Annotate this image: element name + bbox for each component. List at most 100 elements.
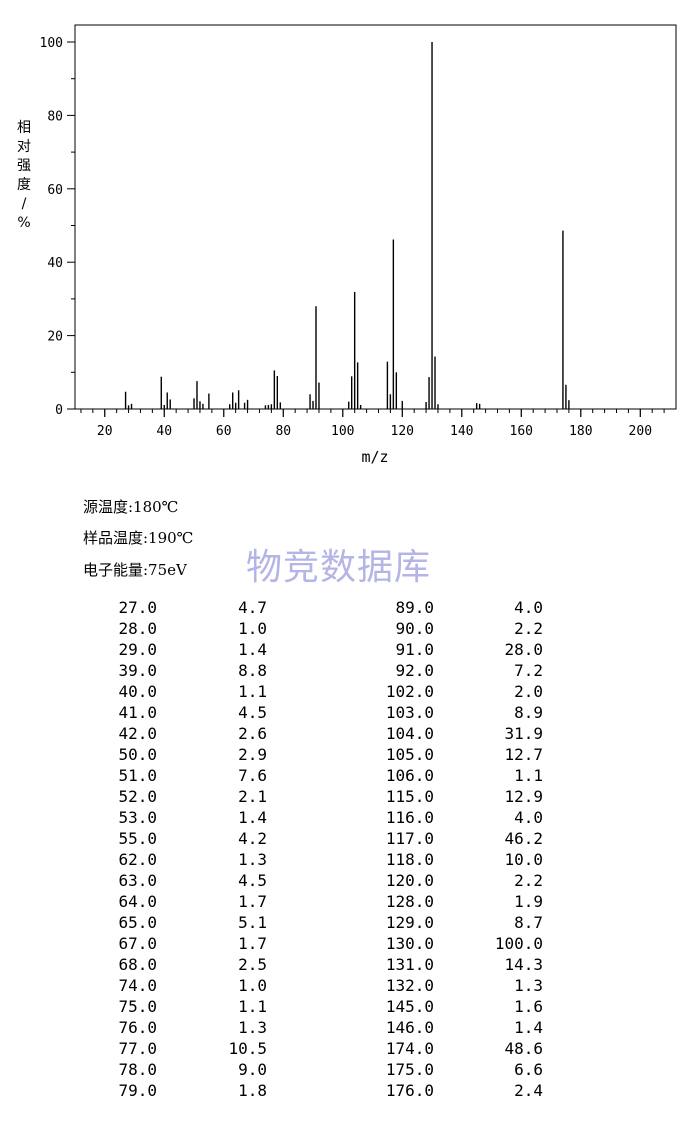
x-axis-label: m/z	[361, 448, 388, 466]
intensity-cell: 8.9	[514, 703, 543, 722]
intensity-cell: 1.9	[514, 892, 543, 911]
mz-cell: 28.0	[118, 619, 157, 638]
intensity-cell: 2.1	[238, 787, 267, 806]
mz-cell: 175.0	[385, 1060, 434, 1079]
mz-cell: 55.0	[118, 829, 157, 848]
intensity-cell: 1.3	[238, 850, 267, 869]
intensity-cell: 1.4	[238, 640, 267, 659]
mz-cell: 131.0	[385, 955, 434, 974]
table-row: 52.0 2.1 115.0 12.9	[100, 786, 543, 807]
mz-cell: 91.0	[395, 640, 434, 659]
table-row: 28.0 1.0 90.0 2.2	[100, 618, 543, 639]
mz-cell: 29.0	[118, 640, 157, 659]
mz-cell: 65.0	[118, 913, 157, 932]
intensity-cell: 1.4	[514, 1018, 543, 1037]
intensity-cell: 1.7	[238, 934, 267, 953]
intensity-cell: 2.6	[238, 724, 267, 743]
table-row: 76.0 1.3 146.0 1.4	[100, 1017, 543, 1038]
intensity-cell: 7.2	[514, 661, 543, 680]
intensity-cell: 1.1	[514, 766, 543, 785]
mz-cell: 90.0	[395, 619, 434, 638]
table-row: 67.0 1.7 130.0 100.0	[100, 933, 543, 954]
mz-cell: 39.0	[118, 661, 157, 680]
mz-cell: 68.0	[118, 955, 157, 974]
watermark: 物竞数据库	[246, 547, 432, 588]
source-temperature: 源温度:180℃	[83, 498, 179, 516]
mz-cell: 89.0	[395, 598, 434, 617]
intensity-cell: 6.6	[514, 1060, 543, 1079]
intensity-cell: 9.0	[238, 1060, 267, 1079]
table-row: 55.0 4.2 117.0 46.2	[100, 828, 543, 849]
y-axis-ticks: 0 20 40 60 80 100	[40, 36, 75, 418]
intensity-cell: 1.6	[514, 997, 543, 1016]
mz-cell: 67.0	[118, 934, 157, 953]
mz-cell: 92.0	[395, 661, 434, 680]
intensity-cell: 2.0	[514, 682, 543, 701]
mz-cell: 42.0	[118, 724, 157, 743]
mz-cell: 117.0	[385, 829, 434, 848]
table-row: 75.0 1.1 145.0 1.6	[100, 996, 543, 1017]
table-row: 77.0 10.5 174.0 48.6	[100, 1038, 543, 1059]
mz-cell: 105.0	[385, 745, 434, 764]
table-row: 62.0 1.3 118.0 10.0	[100, 849, 543, 870]
table-row: 39.0 8.8 92.0 7.2	[100, 660, 543, 681]
peak-table: 27.0 4.7 89.0 4.0 28.0 1.0 90.0 2.2 29.0 1.4 91.0 2…	[100, 597, 543, 1101]
table-row: 41.0 4.5 103.0 8.9	[100, 702, 543, 723]
mz-cell: 27.0	[118, 598, 157, 617]
x-tick-label: 40	[156, 424, 172, 439]
table-row: 42.0 2.6 104.0 31.9	[100, 723, 543, 744]
y-axis-label: 相对强度/%	[17, 120, 31, 231]
intensity-cell: 2.2	[514, 871, 543, 890]
mz-cell: 174.0	[385, 1039, 434, 1058]
intensity-cell: 4.5	[238, 703, 267, 722]
x-tick-label: 100	[331, 424, 354, 439]
sample-temperature: 样品温度:190℃	[83, 529, 194, 547]
mz-cell: 116.0	[385, 808, 434, 827]
mz-cell: 51.0	[118, 766, 157, 785]
intensity-cell: 1.7	[238, 892, 267, 911]
x-tick-label: 20	[97, 424, 113, 439]
mz-cell: 53.0	[118, 808, 157, 827]
table-row: 74.0 1.0 132.0 1.3	[100, 975, 543, 996]
intensity-cell: 8.8	[238, 661, 267, 680]
y-tick-label: 60	[47, 183, 63, 198]
mz-cell: 145.0	[385, 997, 434, 1016]
mz-cell: 77.0	[118, 1039, 157, 1058]
intensity-cell: 5.1	[238, 913, 267, 932]
spectrum-peaks	[124, 42, 570, 409]
mz-cell: 128.0	[385, 892, 434, 911]
table-row: 68.0 2.5 131.0 14.3	[100, 954, 543, 975]
intensity-cell: 12.7	[504, 745, 543, 764]
table-row: 64.0 1.7 128.0 1.9	[100, 891, 543, 912]
intensity-cell: 100.0	[494, 934, 543, 953]
intensity-cell: 8.7	[514, 913, 543, 932]
table-row: 53.0 1.4 116.0 4.0	[100, 807, 543, 828]
intensity-cell: 1.4	[238, 808, 267, 827]
intensity-cell: 1.1	[238, 997, 267, 1016]
y-tick-label: 100	[40, 36, 63, 51]
y-tick-label: 20	[47, 330, 63, 345]
x-tick-label: 200	[629, 424, 652, 439]
peak-table-body: 27.0 4.7 89.0 4.0 28.0 1.0 90.0 2.2 29.0 1.4 91.0 2…	[100, 597, 543, 1101]
intensity-cell: 7.6	[238, 766, 267, 785]
x-tick-label: 80	[275, 424, 291, 439]
table-row: 51.0 7.6 106.0 1.1	[100, 765, 543, 786]
intensity-cell: 2.9	[238, 745, 267, 764]
table-row: 79.0 1.8 176.0 2.4	[100, 1080, 543, 1101]
y-tick-label: 80	[47, 109, 63, 124]
mz-cell: 129.0	[385, 913, 434, 932]
mz-cell: 115.0	[385, 787, 434, 806]
y-tick-label: 40	[47, 256, 63, 271]
mz-cell: 74.0	[118, 976, 157, 995]
intensity-cell: 2.4	[514, 1081, 543, 1100]
mz-cell: 40.0	[118, 682, 157, 701]
mz-cell: 64.0	[118, 892, 157, 911]
mz-cell: 76.0	[118, 1018, 157, 1037]
mz-cell: 75.0	[118, 997, 157, 1016]
mz-cell: 146.0	[385, 1018, 434, 1037]
intensity-cell: 31.9	[504, 724, 543, 743]
mz-cell: 104.0	[385, 724, 434, 743]
intensity-cell: 1.3	[514, 976, 543, 995]
mz-cell: 130.0	[385, 934, 434, 953]
intensity-cell: 1.0	[238, 619, 267, 638]
